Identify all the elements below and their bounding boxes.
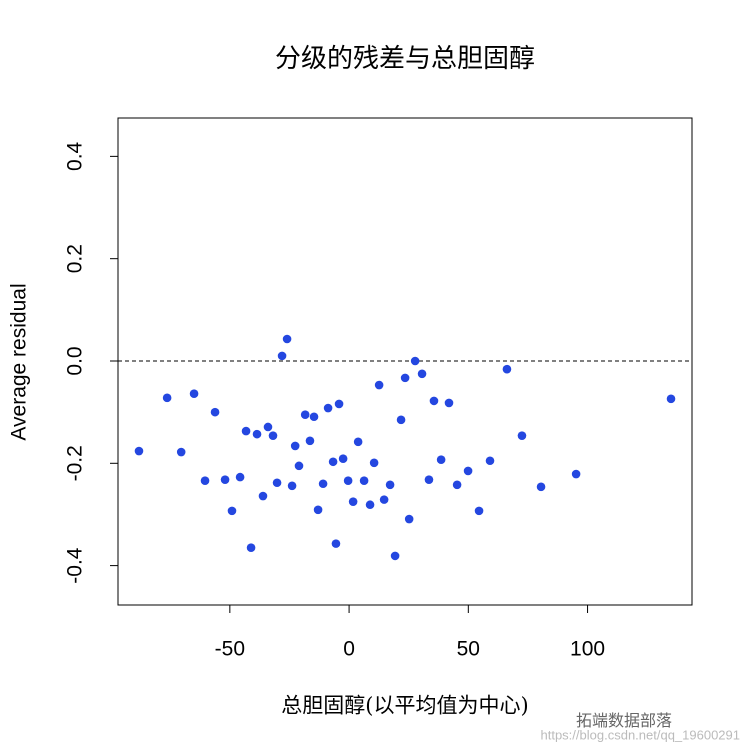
point xyxy=(313,505,323,515)
point xyxy=(305,436,315,446)
chart-title: 分级的残差与总胆固醇 xyxy=(275,44,535,74)
point xyxy=(463,466,473,476)
point xyxy=(189,389,199,399)
y-tick-label: 0.0 xyxy=(64,346,87,375)
point xyxy=(374,380,384,390)
point xyxy=(400,373,410,383)
watermark-url: https://blog.csdn.net/qq_19600291 xyxy=(541,727,741,742)
point xyxy=(210,407,220,417)
point xyxy=(444,398,454,408)
point xyxy=(485,456,495,466)
point xyxy=(162,393,172,403)
point xyxy=(571,469,581,479)
point xyxy=(200,476,210,485)
x-tick-label: 0 xyxy=(343,638,355,661)
point xyxy=(404,514,414,524)
point xyxy=(452,480,462,490)
point xyxy=(436,455,446,465)
point xyxy=(246,543,256,553)
point xyxy=(353,437,363,447)
point xyxy=(287,481,297,491)
point xyxy=(328,457,338,467)
point xyxy=(300,410,310,420)
point xyxy=(343,476,353,485)
point xyxy=(258,491,268,501)
point xyxy=(417,369,427,379)
point xyxy=(502,364,512,374)
point xyxy=(252,429,262,439)
point xyxy=(227,506,237,516)
watermark-brand: 拓端数据部落 xyxy=(576,712,672,730)
point xyxy=(220,475,230,484)
point xyxy=(263,422,273,432)
point xyxy=(134,446,144,456)
y-tick-label: -0.4 xyxy=(64,547,87,584)
point xyxy=(338,454,348,463)
point xyxy=(517,431,527,440)
point xyxy=(241,426,251,436)
y-tick-label: 0.4 xyxy=(64,141,87,171)
x-tick-label: -50 xyxy=(215,638,245,661)
point xyxy=(410,356,420,366)
point xyxy=(235,472,245,482)
point xyxy=(385,480,395,490)
plot-frame xyxy=(117,117,693,606)
point xyxy=(348,497,358,506)
point xyxy=(334,399,344,409)
y-tick-label: 0.2 xyxy=(64,244,87,273)
point xyxy=(277,351,287,361)
point xyxy=(474,506,484,516)
point xyxy=(359,476,369,485)
point xyxy=(331,539,341,548)
point xyxy=(294,461,304,471)
point xyxy=(396,415,406,425)
point xyxy=(429,396,439,406)
point xyxy=(282,334,292,344)
point xyxy=(309,412,319,422)
point xyxy=(666,394,676,404)
point xyxy=(290,441,300,451)
point xyxy=(272,478,282,488)
point xyxy=(424,475,434,484)
x-tick-label: 50 xyxy=(457,638,480,661)
point xyxy=(268,431,278,440)
point xyxy=(318,479,328,489)
point xyxy=(536,482,546,492)
point xyxy=(176,447,186,457)
y-tick-label: -0.2 xyxy=(64,445,87,481)
point xyxy=(323,403,333,413)
x-axis-label: 总胆固醇(以平均值为中心) xyxy=(281,694,528,718)
y-axis-label: Average residual xyxy=(8,283,31,440)
point xyxy=(390,551,400,561)
point xyxy=(369,458,379,468)
point xyxy=(365,500,375,510)
point xyxy=(379,495,389,504)
x-tick-label: 100 xyxy=(570,638,605,661)
